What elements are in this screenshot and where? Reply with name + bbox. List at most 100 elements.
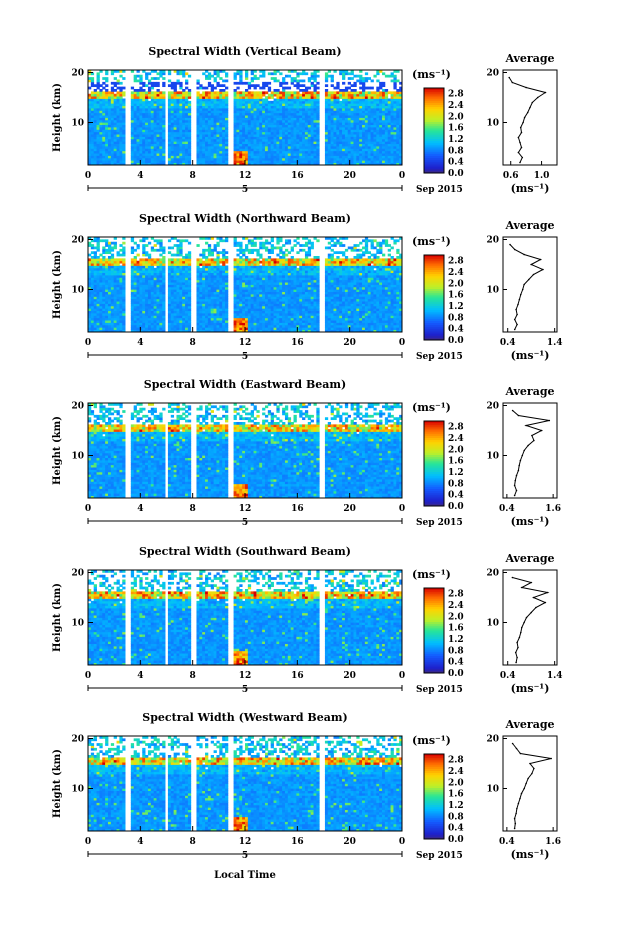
heatmap-cell	[385, 96, 388, 99]
heatmap-cell	[254, 137, 257, 140]
heatmap-cell	[196, 115, 199, 118]
heatmap-cell	[351, 84, 354, 87]
heatmap-cell	[294, 94, 297, 97]
heatmap-cell	[137, 247, 140, 250]
heatmap-cell	[328, 101, 331, 104]
heatmap-cell	[168, 306, 171, 309]
heatmap-cell	[182, 318, 185, 321]
heatmap-cell	[371, 96, 374, 99]
heatmap-cell	[145, 113, 148, 116]
heatmap-cell	[382, 132, 385, 135]
heatmap-cell	[274, 146, 277, 149]
heatmap-cell	[162, 82, 165, 85]
heatmap-cell	[179, 101, 182, 104]
heatmap-cell	[316, 118, 319, 121]
heatmap-cell	[108, 282, 111, 285]
heatmap-cell	[185, 239, 188, 242]
heatmap-cell	[282, 127, 285, 130]
heatmap-cell	[216, 144, 219, 147]
heatmap-cell	[134, 268, 137, 271]
heatmap-cell	[365, 120, 368, 123]
heatmap-cell	[205, 301, 208, 304]
heatmap-cell	[159, 118, 162, 121]
heatmap-cell	[119, 108, 122, 111]
heatmap-cell	[262, 99, 265, 102]
heatmap-cell	[142, 127, 145, 130]
heatmap-cell	[211, 251, 214, 254]
heatmap-cell	[379, 156, 382, 159]
heatmap-cell	[299, 129, 302, 132]
heatmap-cell	[236, 153, 239, 156]
heatmap-cell	[185, 263, 188, 266]
heatmap-cell	[396, 134, 399, 137]
heatmap-cell	[305, 120, 308, 123]
heatmap-cell	[219, 96, 222, 99]
heatmap-cell	[271, 72, 274, 75]
heatmap-cell	[393, 106, 396, 109]
heatmap-cell	[117, 261, 120, 264]
heatmap-cell	[259, 99, 262, 102]
heatmap-cell	[234, 82, 237, 85]
heatmap-cell	[188, 299, 191, 302]
heatmap-cell	[111, 285, 114, 288]
heatmap-cell	[376, 118, 379, 121]
heatmap-cell	[345, 153, 348, 156]
heatmap-cell	[214, 141, 217, 144]
heatmap-cell	[294, 139, 297, 142]
heatmap-cell	[102, 249, 105, 252]
heatmap-cell	[216, 132, 219, 135]
heatmap-cell	[97, 129, 100, 132]
heatmap-cell	[137, 110, 140, 113]
heatmap-cell	[131, 146, 134, 149]
heatmap-cell	[157, 139, 160, 142]
heatmap-cell	[105, 285, 108, 288]
heatmap-cell	[345, 118, 348, 121]
heatmap-cell	[171, 101, 174, 104]
panel-1: Spectral Width (Northward Beam)20100 4 8 12…	[52, 212, 562, 362]
heatmap-cell	[148, 282, 151, 285]
heatmap-cell	[296, 141, 299, 144]
heatmap-cell	[174, 304, 177, 307]
heatmap-cell	[328, 151, 331, 154]
heatmap-cell	[111, 160, 114, 163]
heatmap-cell	[162, 144, 165, 147]
heatmap-cell	[171, 296, 174, 299]
heatmap-cell	[216, 151, 219, 154]
heatmap-cell	[365, 146, 368, 149]
heatmap-cell	[362, 137, 365, 140]
heatmap-cell	[333, 141, 336, 144]
heatmap-cell	[308, 110, 311, 113]
heatmap-cell	[379, 82, 382, 85]
heatmap-cell	[117, 251, 120, 254]
heatmap-cell	[97, 315, 100, 318]
heatmap-cell	[314, 96, 317, 99]
heatmap-cell	[114, 247, 117, 250]
heatmap-cell	[157, 273, 160, 276]
heatmap-cell	[271, 122, 274, 125]
heatmap-cell	[154, 249, 157, 252]
heatmap-cell	[251, 122, 254, 125]
heatmap-cell	[168, 313, 171, 316]
heatmap-cell	[282, 82, 285, 85]
heatmap-cell	[282, 160, 285, 163]
profile-point	[518, 137, 520, 139]
heatmap-cell	[359, 122, 362, 125]
heatmap-cell	[356, 146, 359, 149]
heatmap-cell	[294, 118, 297, 121]
heatmap-cell	[299, 72, 302, 75]
heatmap-cell	[99, 306, 102, 309]
heatmap-cell	[99, 103, 102, 106]
heatmap-cell	[97, 118, 100, 121]
heatmap-cell	[276, 120, 279, 123]
heatmap-cell	[142, 108, 145, 111]
heatmap-cell	[199, 327, 202, 330]
heatmap-cell	[245, 82, 248, 85]
heatmap-cell	[331, 84, 334, 87]
heatmap-cell	[328, 120, 331, 123]
heatmap-cell	[202, 120, 205, 123]
heatmap-cell	[105, 299, 108, 302]
heatmap-cell	[122, 110, 125, 113]
heatmap-cell	[108, 137, 111, 140]
heatmap-cell	[294, 132, 297, 135]
heatmap-cell	[351, 106, 354, 109]
